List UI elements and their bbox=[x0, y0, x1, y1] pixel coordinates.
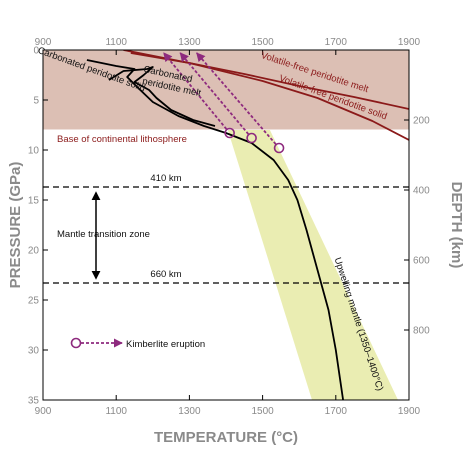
y2-axis-title: DEPTH (km) bbox=[448, 182, 465, 269]
y-tick-label-2: 10 bbox=[28, 146, 40, 157]
kimberlite-legend-label: Kimberlite eruption bbox=[126, 339, 205, 350]
tz-line-410-label: 410 km bbox=[150, 173, 181, 184]
x-top-tick-label-3: 1500 bbox=[251, 37, 274, 48]
y2-tick-label-1: 400 bbox=[413, 186, 430, 197]
x-tick-label-1: 1100 bbox=[105, 406, 127, 417]
kimberlite-legend-circle bbox=[70, 337, 82, 349]
x-tick-label-2: 1300 bbox=[178, 406, 201, 417]
x-axis-title: TEMPERATURE (°C) bbox=[154, 429, 298, 446]
plot-frame bbox=[42, 49, 410, 401]
axis-ticks: 900 1100 1300 1500 1700 1900 900 1100 1300 1500 17… bbox=[28, 37, 430, 417]
x-top-tick-label-1: 1100 bbox=[105, 37, 127, 48]
y2-tick-label-2: 600 bbox=[413, 256, 430, 267]
series-lines bbox=[86, 50, 409, 400]
kimberlite-path-2 bbox=[196, 52, 277, 145]
series-line-1 bbox=[123, 50, 409, 141]
y-tick-label-5: 25 bbox=[28, 296, 40, 307]
x-tick-label-3: 1500 bbox=[251, 406, 274, 417]
lithosphere-label: Base of continental lithosphere bbox=[57, 134, 187, 145]
y2-tick-label-0: 200 bbox=[413, 116, 430, 127]
y-tick-label-1: 5 bbox=[33, 96, 39, 107]
kimberlite-origin-2 bbox=[273, 142, 285, 154]
series-line-3 bbox=[86, 59, 344, 400]
x-top-tick-label-4: 1700 bbox=[325, 37, 348, 48]
x-top-tick-label-2: 1300 bbox=[178, 37, 201, 48]
y-tick-label-0: 0 bbox=[33, 46, 39, 57]
tz-line-660-label: 660 km bbox=[150, 269, 181, 280]
y-tick-label-6: 30 bbox=[28, 346, 40, 357]
x-tick-label-5: 1900 bbox=[398, 406, 421, 417]
y2-tick-label-3: 800 bbox=[413, 326, 430, 337]
y-tick-label-7: 35 bbox=[28, 396, 40, 407]
kimberlite-path-1 bbox=[179, 52, 250, 135]
y-axis-title: PRESSURE (GPa) bbox=[7, 162, 24, 289]
y-tick-label-3: 15 bbox=[28, 196, 40, 207]
transition-lines bbox=[43, 186, 409, 284]
x-top-tick-label-0: 900 bbox=[35, 37, 52, 48]
x-tick-label-4: 1700 bbox=[325, 406, 348, 417]
x-tick-label-0: 900 bbox=[35, 406, 52, 417]
series-line-2 bbox=[108, 66, 216, 127]
kimberlite-path-0 bbox=[163, 52, 228, 130]
upwelling-band-polygon bbox=[227, 130, 399, 400]
kimberlite-origin-0 bbox=[224, 127, 235, 139]
kimberlite-origin-1 bbox=[246, 132, 257, 144]
y-tick-label-4: 20 bbox=[28, 246, 40, 257]
kimberlite-paths bbox=[163, 52, 285, 154]
kimberlite-legend bbox=[70, 337, 123, 349]
upwelling-band bbox=[227, 130, 399, 400]
transition-zone-label: Mantle transition zone bbox=[57, 229, 150, 240]
x-top-tick-label-5: 1900 bbox=[398, 37, 421, 48]
